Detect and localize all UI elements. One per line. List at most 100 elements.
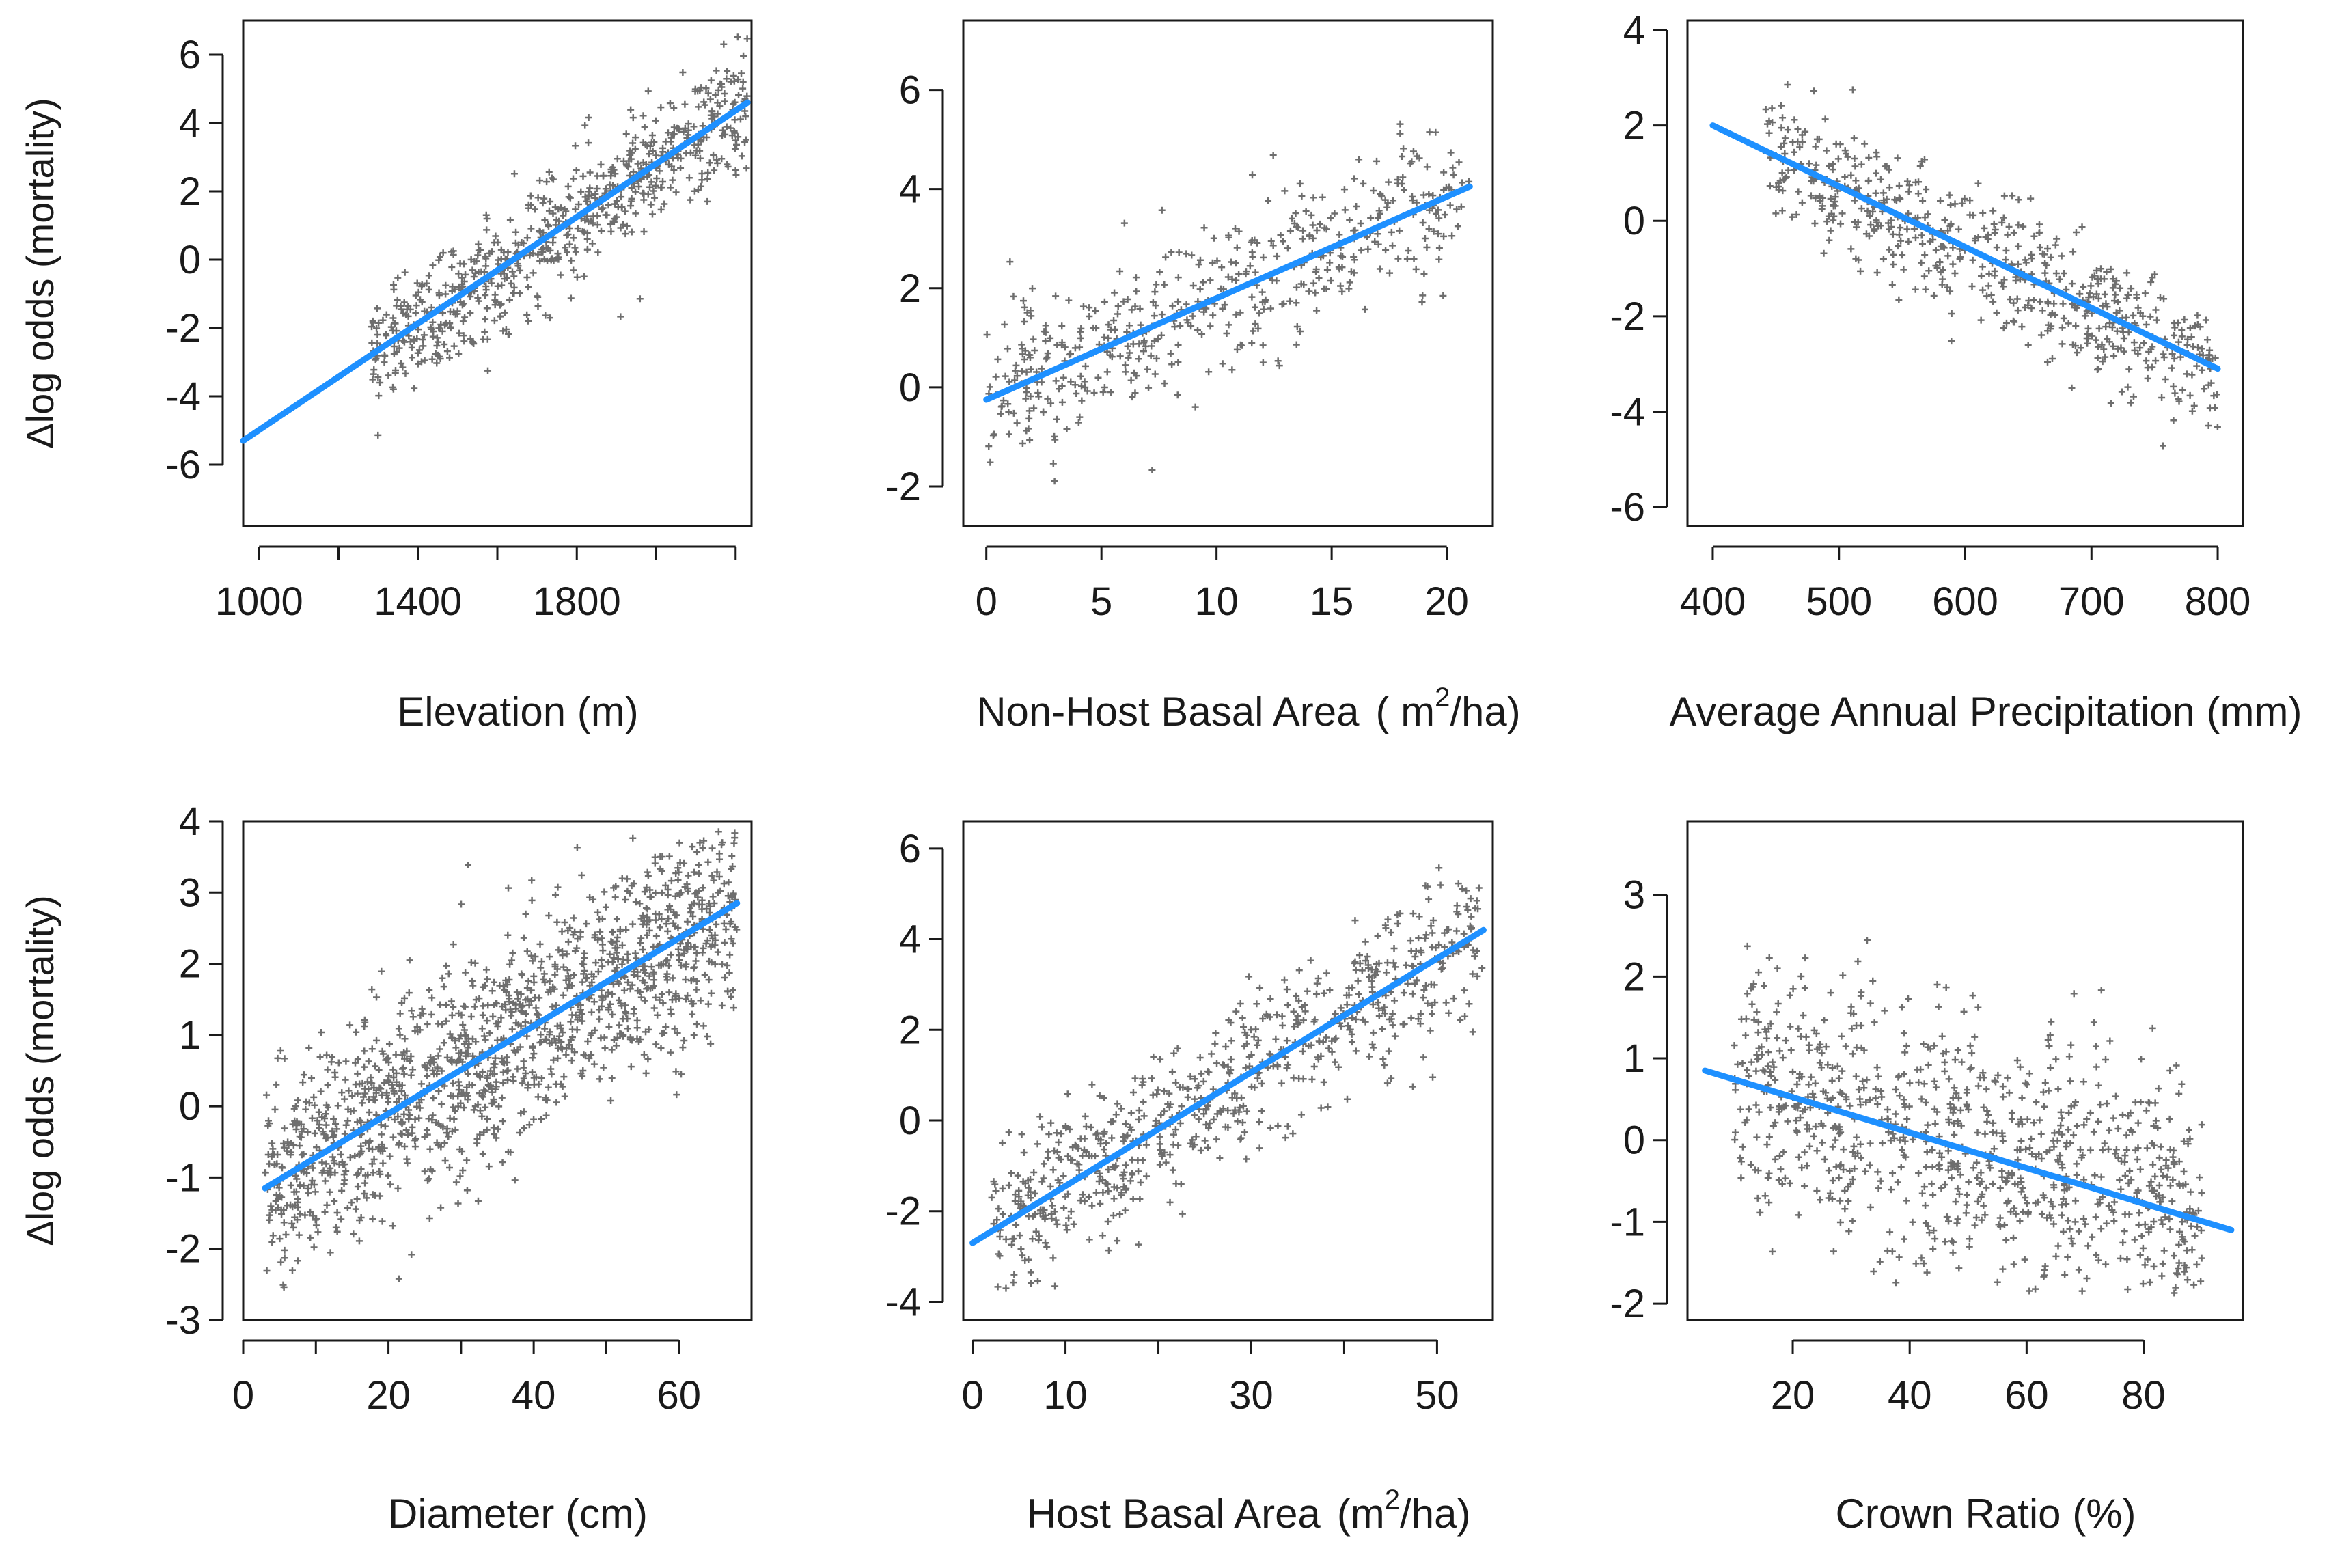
scatter-point bbox=[1161, 380, 1168, 387]
scatter-point bbox=[2060, 314, 2067, 322]
scatter-point bbox=[435, 338, 442, 346]
scatter-point bbox=[1232, 311, 1240, 318]
scatter-point bbox=[1460, 930, 1468, 937]
scatter-point bbox=[590, 1060, 598, 1068]
scatter-point bbox=[622, 1008, 629, 1016]
scatter-point bbox=[1885, 166, 1892, 174]
scatter-point bbox=[1029, 1235, 1036, 1243]
scatter-point bbox=[715, 86, 722, 94]
scatter-point bbox=[594, 909, 602, 916]
scatter-point bbox=[728, 853, 736, 860]
scatter-point bbox=[2037, 1130, 2045, 1138]
scatter-point bbox=[674, 876, 682, 883]
scatter-point bbox=[1391, 997, 1398, 1004]
scatter-point bbox=[1795, 1025, 1802, 1032]
scatter-point bbox=[1447, 149, 1455, 156]
y-tick-label: 6 bbox=[179, 33, 201, 77]
scatter-point bbox=[1400, 145, 1407, 152]
scatter-point bbox=[570, 234, 577, 242]
scatter-point bbox=[1889, 230, 1897, 238]
scatter-point bbox=[2118, 388, 2125, 396]
scatter-point bbox=[391, 1116, 398, 1123]
scatter-point bbox=[545, 168, 553, 176]
scatter-point bbox=[636, 295, 644, 303]
scatter-point bbox=[535, 1011, 542, 1019]
scatter-point bbox=[651, 859, 659, 867]
scatter-point bbox=[564, 938, 572, 946]
scatter-point bbox=[2044, 327, 2052, 335]
scatter-point bbox=[435, 325, 443, 332]
scatter-point bbox=[1356, 951, 1364, 959]
scatter-point bbox=[1320, 1078, 1327, 1086]
scatter-point bbox=[1744, 1067, 1751, 1074]
scatter-point bbox=[353, 1028, 360, 1036]
scatter-point bbox=[2111, 297, 2118, 305]
scatter-point bbox=[1016, 1232, 1023, 1239]
scatter-point bbox=[657, 206, 665, 213]
scatter-point bbox=[1226, 1069, 1234, 1077]
scatter-point bbox=[510, 170, 518, 178]
scatter-point bbox=[1408, 158, 1416, 165]
scatter-point bbox=[361, 1047, 368, 1055]
scatter-point bbox=[421, 357, 428, 364]
scatter-point bbox=[1010, 292, 1017, 300]
scatter-point bbox=[2121, 1228, 2128, 1235]
scatter-point bbox=[693, 849, 701, 856]
scatter-point bbox=[1754, 1194, 1761, 1202]
scatter-point bbox=[2168, 364, 2175, 372]
scatter-point bbox=[1789, 1068, 1797, 1075]
scatter-point bbox=[1979, 286, 1987, 294]
scatter-point bbox=[1367, 214, 1375, 221]
scatter-point bbox=[1968, 1049, 1976, 1057]
scatter-point bbox=[374, 374, 382, 381]
scatter-point bbox=[541, 1025, 549, 1032]
scatter-point bbox=[543, 178, 551, 186]
scatter-point bbox=[516, 1129, 523, 1136]
scatter-point bbox=[1928, 1180, 1935, 1187]
scatter-point bbox=[2094, 354, 2102, 361]
scatter-point bbox=[528, 877, 536, 884]
scatter-point bbox=[528, 896, 536, 904]
scatter-point bbox=[385, 372, 392, 379]
scatter-point bbox=[998, 402, 1006, 410]
scatter-point bbox=[715, 828, 722, 836]
scatter-point bbox=[2052, 270, 2060, 277]
scatter-point bbox=[1987, 291, 1995, 299]
scatter-point bbox=[2028, 1135, 2035, 1142]
scatter-point bbox=[2060, 1228, 2067, 1235]
scatter-point bbox=[445, 970, 452, 978]
scatter-point bbox=[511, 1177, 519, 1184]
scatter-point bbox=[730, 77, 738, 85]
scatter-point bbox=[335, 1059, 342, 1067]
scatter-point bbox=[1753, 1133, 1761, 1141]
fit-line bbox=[1709, 122, 2221, 372]
scatter-point bbox=[1993, 1129, 2000, 1137]
scatter-point bbox=[392, 1051, 400, 1058]
scatter-point bbox=[1403, 961, 1410, 969]
scatter-point bbox=[729, 987, 736, 994]
scatter-point bbox=[1951, 200, 1959, 208]
scatter-point bbox=[2132, 1099, 2139, 1106]
scatter-point bbox=[2083, 1274, 2091, 1282]
scatter-point bbox=[1274, 357, 1282, 365]
scatter-point bbox=[1243, 1108, 1251, 1115]
scatter-point bbox=[1232, 225, 1239, 232]
scatter-point bbox=[623, 222, 631, 230]
scatter-point bbox=[1167, 350, 1174, 357]
scatter-point bbox=[508, 1026, 516, 1033]
scatter-point bbox=[1126, 349, 1133, 357]
scatter-point bbox=[2114, 1125, 2122, 1133]
scatter-point bbox=[2010, 229, 2017, 236]
scatter-point bbox=[1901, 1049, 1909, 1056]
scatter-point bbox=[1114, 1237, 1121, 1245]
scatter-point bbox=[1786, 1179, 1793, 1187]
scatter-point bbox=[2123, 294, 2131, 302]
scatter-point bbox=[405, 989, 413, 997]
scatter-point bbox=[1884, 1105, 1891, 1113]
scatter-point bbox=[1308, 211, 1315, 219]
scatter-point bbox=[385, 1041, 393, 1048]
scatter-point bbox=[2211, 404, 2218, 412]
scatter-point bbox=[1131, 303, 1139, 310]
scatter-point bbox=[1847, 1003, 1855, 1010]
scatter-point bbox=[1049, 1166, 1057, 1174]
